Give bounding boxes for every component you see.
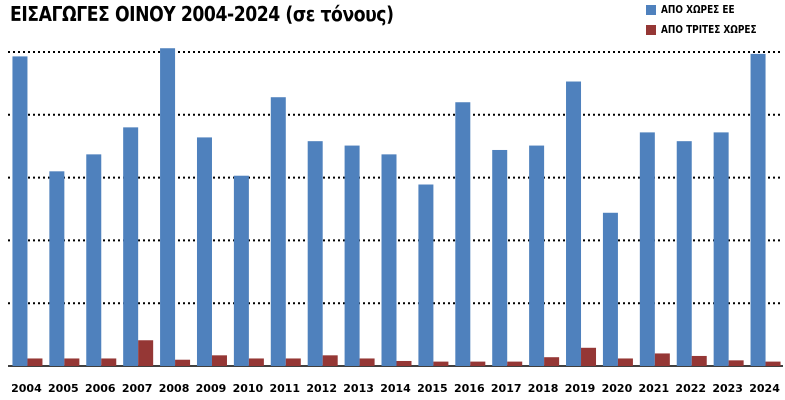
bar-third-countries [396,360,412,366]
bar-eu [233,175,249,366]
x-tick-label: 2023 [712,382,743,395]
bar-third-countries [728,360,744,366]
x-tick-label: 2022 [675,382,706,395]
bar-eu [12,56,28,367]
x-tick-label: 2017 [491,382,522,395]
x-tick-label: 2020 [602,382,633,395]
bar-third-countries [507,361,523,366]
bar-eu [344,145,360,366]
bar-third-countries [175,359,191,366]
bar-eu [455,102,471,367]
bar-eu [307,141,323,366]
chart-title: ΕΙΣΑΓΩΓΕΣ ΟΙΝΟΥ 2004-2024 (σε τόνους) [10,2,394,26]
x-tick-label: 2021 [639,382,670,395]
bar-third-countries [27,358,43,366]
legend-label-eu: ΑΠΟ ΧΩΡΕΣ ΕΕ [660,4,735,16]
bar-third-countries [101,358,117,366]
bar-eu [713,132,729,366]
x-tick-label: 2013 [343,382,374,395]
bar-third-countries [470,361,486,366]
legend-item-third: ΑΠΟ ΤΡΙΤΕΣ ΧΩΡΕΣ [645,20,774,40]
bar-eu [418,184,434,366]
x-tick-label: 2005 [48,382,79,395]
bar-eu [676,141,692,366]
bar-eu [123,127,139,366]
bar-eu [160,48,176,367]
bar-eu [639,132,655,366]
legend-item-eu: ΑΠΟ ΧΩΡΕΣ ΕΕ [645,0,774,20]
bar-third-countries [285,358,301,366]
bar-third-countries [544,357,560,366]
x-tick-label: 2008 [159,382,190,395]
x-tick-label: 2012 [306,382,337,395]
bar-third-countries [433,361,449,366]
legend-label-third: ΑΠΟ ΤΡΙΤΕΣ ΧΩΡΕΣ [660,24,757,36]
bar-eu [602,212,618,366]
x-tick-label: 2024 [749,382,780,395]
legend: ΑΠΟ ΧΩΡΕΣ ΕΕ ΑΠΟ ΤΡΙΤΕΣ ΧΩΡΕΣ [645,0,774,40]
bar-third-countries [581,347,597,366]
bar-third-countries [322,355,338,366]
x-tick-label: 2014 [380,382,411,395]
x-tick-label: 2009 [196,382,227,395]
bar-eu [381,154,397,366]
bar-third-countries [248,358,264,366]
x-tick-label: 2006 [85,382,116,395]
bar-third-countries [765,361,781,366]
x-tick-label: 2016 [454,382,485,395]
bar-eu [492,149,508,366]
bar-eu [750,53,766,366]
bar-eu [86,154,102,366]
bar-eu [566,81,582,367]
bar-third-countries [654,353,670,366]
x-tick-label: 2011 [269,382,300,395]
bar-third-countries [691,355,707,366]
x-tick-label: 2007 [122,382,153,395]
x-tick-label: 2015 [417,382,448,395]
bar-third-countries [64,358,80,366]
x-tick-label: 2018 [528,382,559,395]
x-tick-label: 2004 [11,382,42,395]
bar-eu [49,171,65,366]
bar-eu [270,97,286,366]
legend-swatch-third [645,25,656,35]
bar-third-countries [359,358,375,366]
x-tick-label: 2019 [565,382,596,395]
x-tick-label: 2010 [233,382,264,395]
bar-third-countries [617,358,633,366]
bar-eu [196,137,212,366]
bar-eu [529,145,545,366]
legend-swatch-eu [645,5,656,15]
bar-third-countries [211,355,227,366]
bar-third-countries [138,340,154,366]
